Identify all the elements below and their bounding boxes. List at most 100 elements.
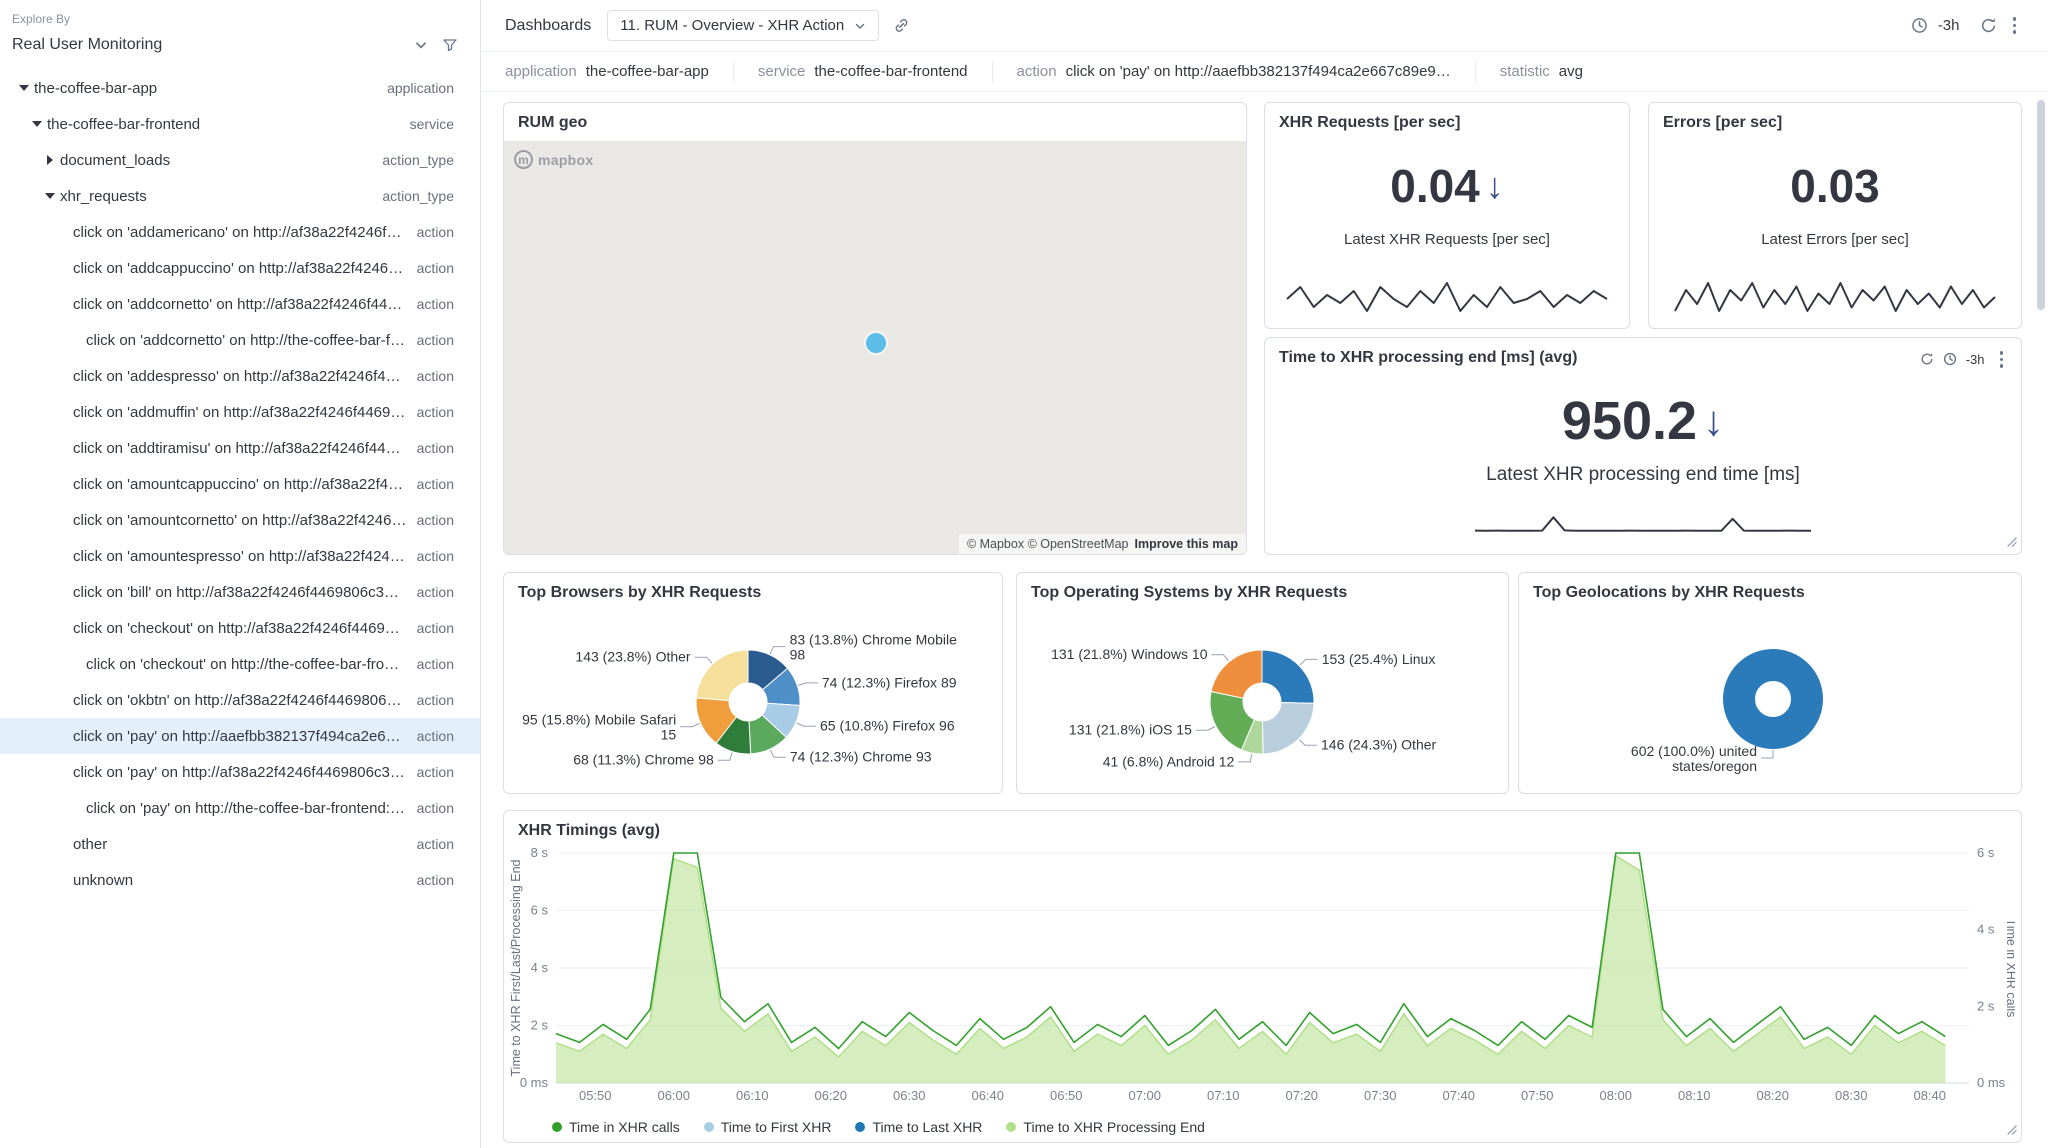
refresh-icon[interactable]: [1980, 17, 1997, 34]
svg-text:0 ms: 0 ms: [1977, 1075, 2006, 1090]
browsers-donut-chart: 83 (13.8%) Chrome Mobile9874 (12.3%) Fir…: [504, 607, 1002, 791]
tree-row[interactable]: the-coffee-bar-appapplication: [0, 70, 480, 106]
tree-row[interactable]: click on 'amountespresso' on http://af38…: [0, 538, 480, 574]
filter-action[interactable]: actionclick on 'pay' on http://aaefbb382…: [1017, 61, 1476, 83]
filter-funnel-icon[interactable]: [442, 37, 458, 53]
kebab-menu-icon[interactable]: [2007, 15, 2023, 36]
share-link-icon[interactable]: [893, 17, 910, 34]
tree-item-label: click on 'addcornetto' on http://af38a22…: [73, 296, 417, 313]
donut-slice[interactable]: [1739, 665, 1807, 733]
svg-text:06:00: 06:00: [657, 1088, 690, 1103]
panel-title: Errors [per sec]: [1649, 103, 2021, 136]
tree-row[interactable]: click on 'addcappuccino' on http://af38a…: [0, 250, 480, 286]
kebab-menu-icon[interactable]: [1994, 349, 2010, 370]
filter-value: avg: [1559, 63, 1583, 80]
chevron-down-icon[interactable]: [27, 121, 47, 127]
filter-statistic[interactable]: statisticavg: [1500, 61, 1607, 83]
tree-row[interactable]: click on 'checkout' on http://the-coffee…: [0, 646, 480, 682]
explore-type-selector[interactable]: Real User Monitoring: [0, 26, 480, 64]
svg-text:2 s: 2 s: [1977, 998, 1995, 1013]
chevron-down-icon[interactable]: [14, 85, 34, 91]
tree-item-label: click on 'checkout' on http://af38a22f42…: [73, 620, 417, 637]
tree-item-label: click on 'checkout' on http://the-coffee…: [86, 656, 417, 673]
time-range-label[interactable]: -3h: [1938, 17, 1960, 34]
tree-item-type: action: [417, 692, 480, 708]
refresh-icon[interactable]: [1920, 352, 1934, 366]
explore-sidebar: Explore By Real User Monitoring the-coff…: [0, 0, 481, 1148]
metric-value: 0.03 ↓: [1790, 163, 1880, 209]
tree-row[interactable]: click on 'addtiramisu' on http://af38a22…: [0, 430, 480, 466]
tree-item-type: action: [417, 584, 480, 600]
svg-text:131 (21.8%) Windows 10: 131 (21.8%) Windows 10: [1051, 646, 1208, 662]
tree-row[interactable]: click on 'pay' on http://af38a22f4246f44…: [0, 754, 480, 790]
xhr-timings-chart: 0 ms2 s4 s6 s8 s0 ms2 s4 s6 s05:5006:000…: [510, 845, 2015, 1109]
tree-row[interactable]: the-coffee-bar-frontendservice: [0, 106, 480, 142]
clock-icon[interactable]: [1911, 17, 1928, 34]
tree-row[interactable]: click on 'okbtn' on http://af38a22f4246f…: [0, 682, 480, 718]
tree-row[interactable]: click on 'addamericano' on http://af38a2…: [0, 214, 480, 250]
tree-item-type: action: [417, 548, 480, 564]
tree-item-label: click on 'addcornetto' on http://the-cof…: [86, 332, 417, 349]
tree-item-type: action: [417, 872, 480, 888]
legend-item[interactable]: Time to Last XHR: [855, 1119, 982, 1135]
tree-row[interactable]: click on 'checkout' on http://af38a22f42…: [0, 610, 480, 646]
tree-row[interactable]: click on 'addcornetto' on http://af38a22…: [0, 286, 480, 322]
svg-text:states/oregon: states/oregon: [1672, 758, 1757, 774]
panel-resize-handle[interactable]: [2006, 534, 2017, 551]
svg-text:83 (13.8%) Chrome Mobile: 83 (13.8%) Chrome Mobile: [790, 632, 958, 648]
explore-by-label: Explore By: [0, 12, 480, 26]
tree-item-type: action: [417, 728, 480, 744]
improve-map-link[interactable]: Improve this map: [1135, 537, 1239, 551]
svg-text:Time in XHR calls: Time in XHR calls: [2004, 919, 2015, 1018]
tree-row[interactable]: click on 'addcornetto' on http://the-cof…: [0, 322, 480, 358]
tree-row[interactable]: click on 'bill' on http://af38a22f4246f4…: [0, 574, 480, 610]
chevron-right-icon[interactable]: [40, 155, 60, 165]
metric-value: 950.2 ↓: [1562, 394, 1724, 448]
geo-point-marker[interactable]: [866, 333, 886, 353]
vertical-scrollbar[interactable]: [2037, 100, 2045, 310]
legend-item[interactable]: Time to XHR Processing End: [1006, 1119, 1205, 1135]
svg-text:08:10: 08:10: [1678, 1088, 1711, 1103]
tree-row[interactable]: click on 'pay' on http://the-coffee-bar-…: [0, 790, 480, 826]
svg-text:65 (10.8%) Firefox 96: 65 (10.8%) Firefox 96: [820, 718, 955, 734]
tree-row[interactable]: click on 'addmuffin' on http://af38a22f4…: [0, 394, 480, 430]
metric-subtitle: Latest XHR processing end time [ms]: [1486, 464, 1800, 486]
clock-icon[interactable]: [1943, 352, 1957, 366]
filter-service[interactable]: servicethe-coffee-bar-frontend: [758, 61, 993, 83]
breadcrumb-dashboards[interactable]: Dashboards: [505, 17, 591, 35]
tree-row[interactable]: click on 'amountcappuccino' on http://af…: [0, 466, 480, 502]
mapbox-logo[interactable]: m mapbox: [514, 150, 593, 169]
panel-time-range[interactable]: -3h: [1966, 352, 1985, 367]
tree-row[interactable]: xhr_requestsaction_type: [0, 178, 480, 214]
tree-row[interactable]: document_loadsaction_type: [0, 142, 480, 178]
main-content: Dashboards 11. RUM - Overview - XHR Acti…: [481, 0, 2048, 1148]
tree-item-type: action: [417, 656, 480, 672]
donut-slice[interactable]: [1211, 650, 1262, 698]
legend-dot: [704, 1122, 714, 1132]
tree-item-label: click on 'addcappuccino' on http://af38a…: [73, 260, 417, 277]
panel-resize-handle[interactable]: [2006, 1122, 2017, 1139]
svg-text:07:40: 07:40: [1442, 1088, 1475, 1103]
tree-row[interactable]: click on 'addespresso' on http://af38a22…: [0, 358, 480, 394]
tree-row[interactable]: otheraction: [0, 826, 480, 862]
metric-subtitle: Latest Errors [per sec]: [1761, 231, 1909, 248]
filter-value: the-coffee-bar-frontend: [814, 63, 967, 80]
xhr-requests-sparkline: [1285, 280, 1609, 314]
tree-row[interactable]: click on 'amountcornetto' on http://af38…: [0, 502, 480, 538]
legend-item[interactable]: Time to First XHR: [704, 1119, 832, 1135]
donut-slice[interactable]: [1262, 703, 1314, 755]
dashboard-selector[interactable]: 11. RUM - Overview - XHR Action: [607, 10, 879, 41]
filter-application[interactable]: applicationthe-coffee-bar-app: [505, 61, 734, 83]
tree-row[interactable]: unknownaction: [0, 862, 480, 898]
map-copyright: © Mapbox © OpenStreetMap: [967, 537, 1129, 551]
trend-down-icon: ↓: [1486, 168, 1504, 204]
map-canvas[interactable]: m mapbox © Mapbox © OpenStreetMap Improv…: [504, 141, 1246, 554]
chevron-down-icon[interactable]: [40, 193, 60, 199]
legend-label: Time to Last XHR: [872, 1119, 982, 1135]
tree-item-type: action_type: [382, 188, 480, 204]
chevron-down-icon[interactable]: [414, 38, 428, 52]
tree-row[interactable]: click on 'pay' on http://aaefbb382137f49…: [0, 718, 480, 754]
legend-item[interactable]: Time in XHR calls: [552, 1119, 680, 1135]
tree-item-label: click on 'addespresso' on http://af38a22…: [73, 368, 417, 385]
donut-slice[interactable]: [1262, 650, 1314, 703]
